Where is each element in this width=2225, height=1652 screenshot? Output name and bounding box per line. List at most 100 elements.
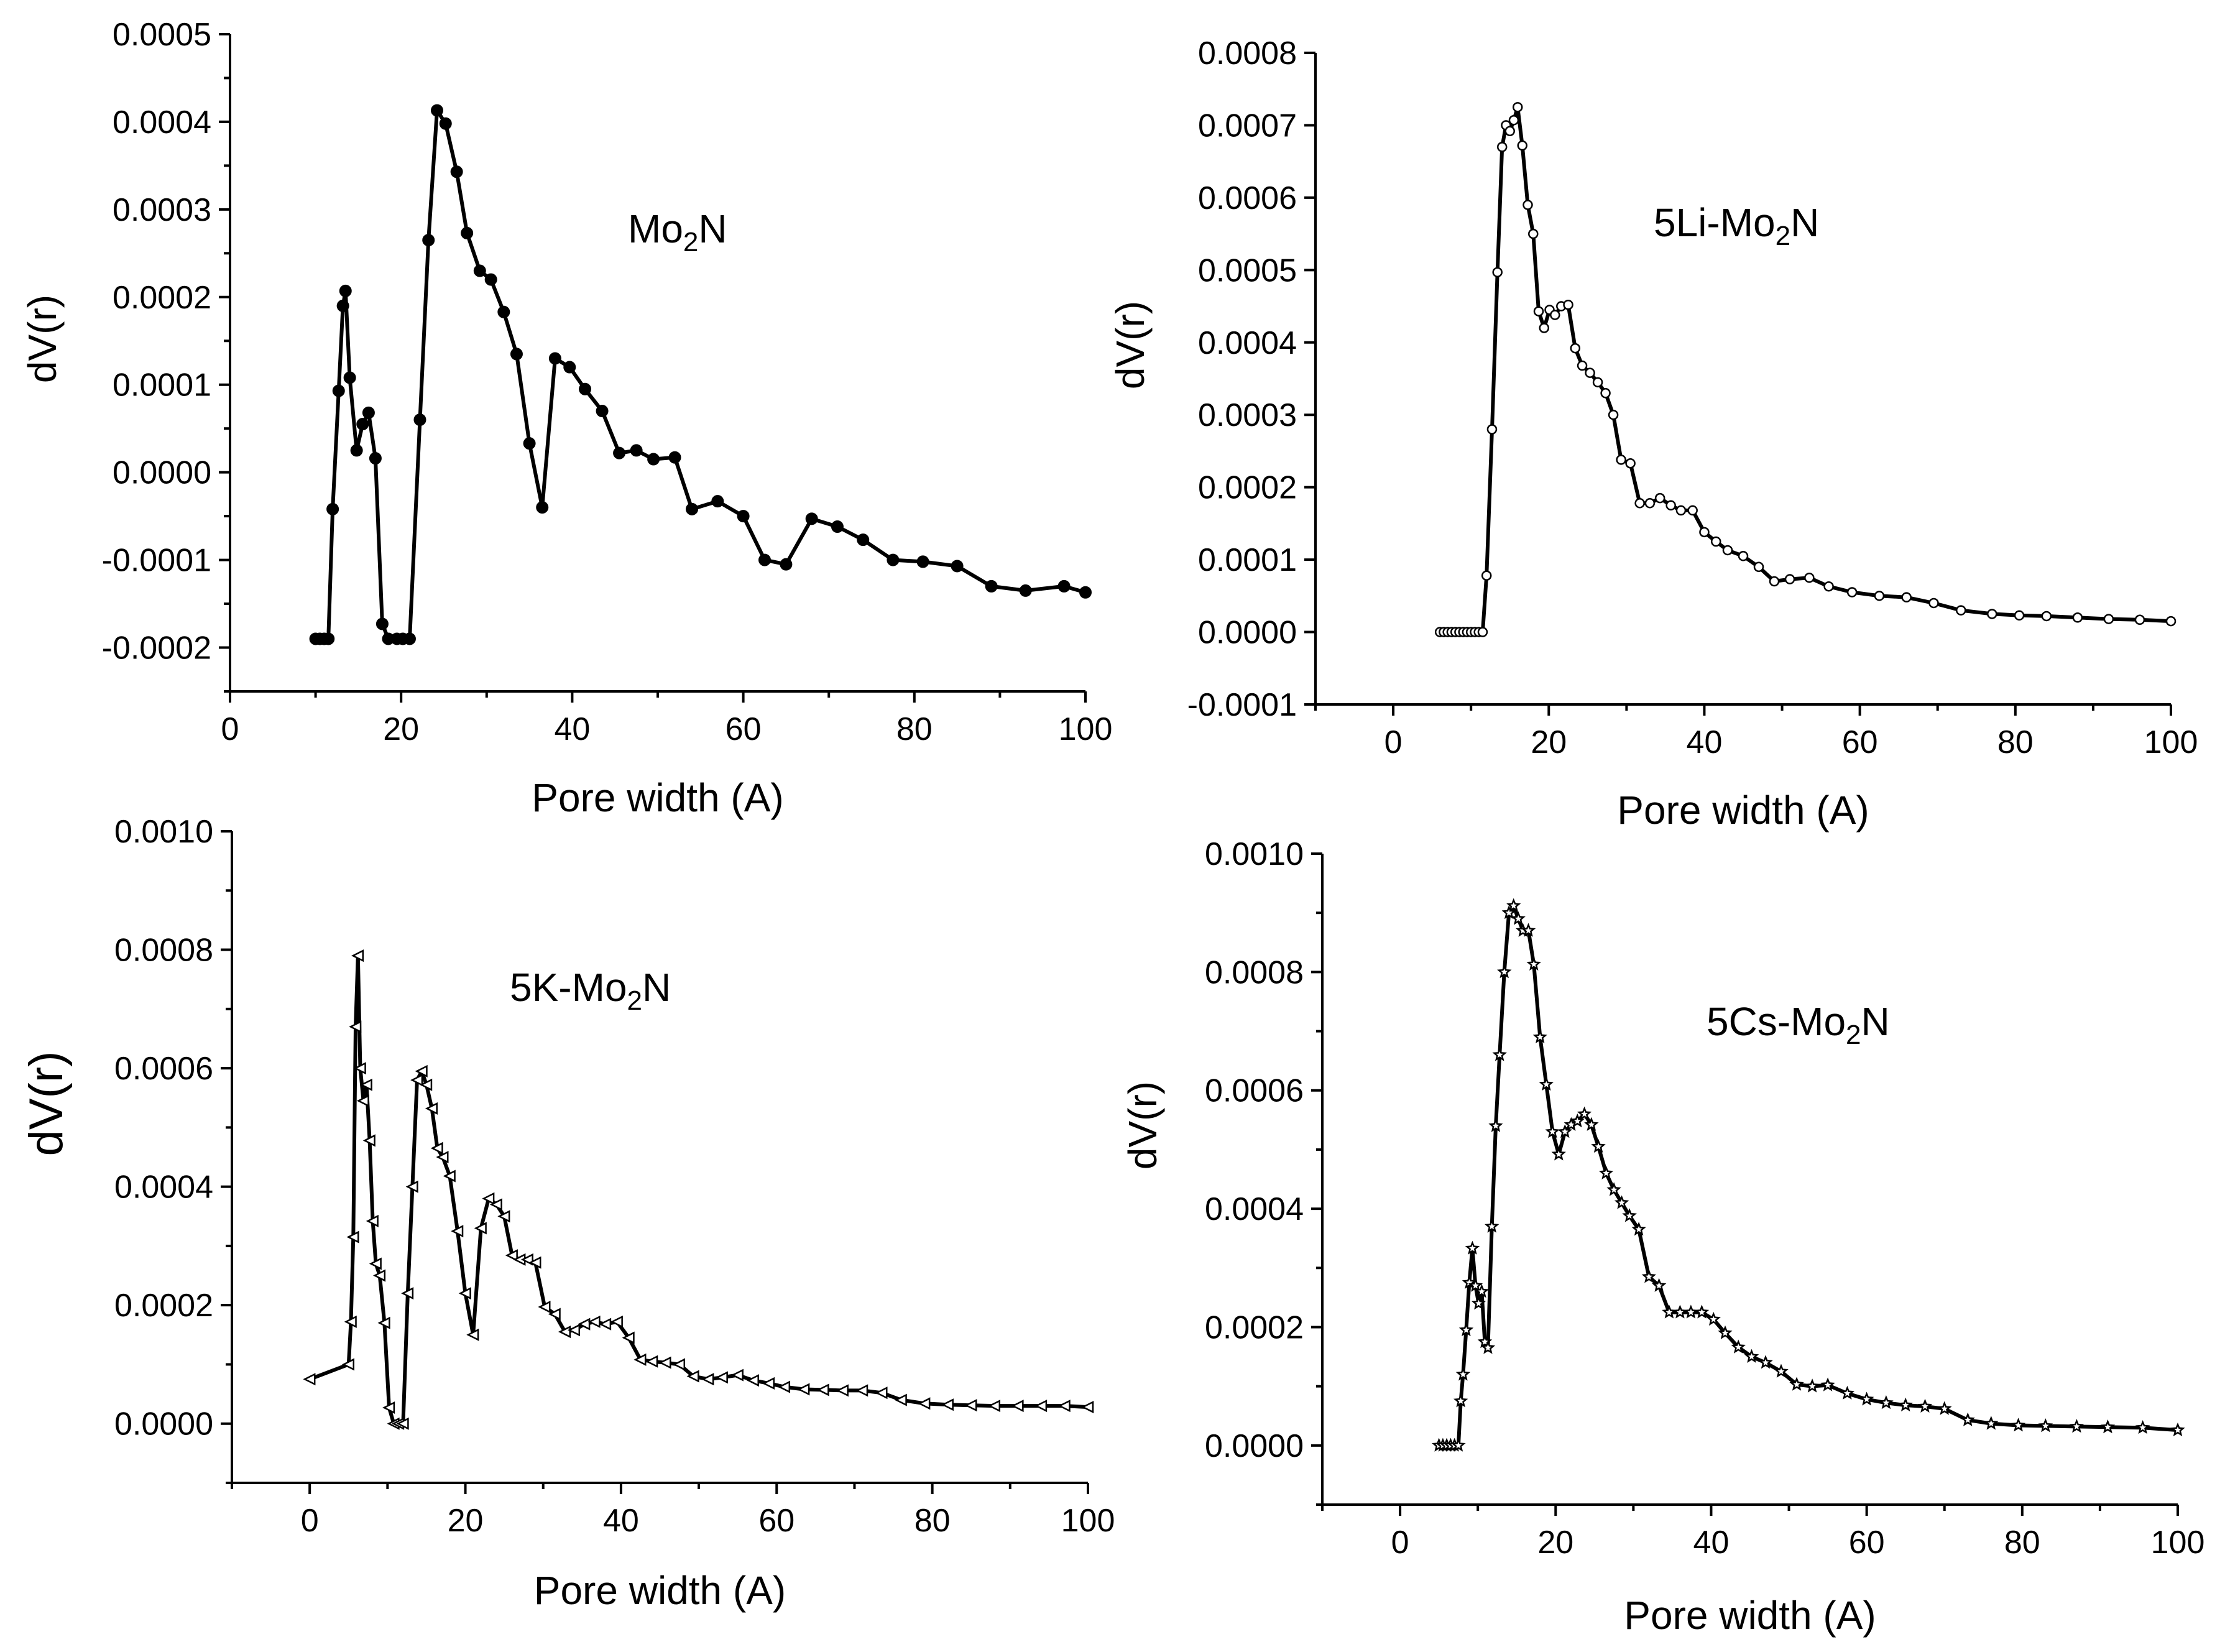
data-point bbox=[2014, 610, 2025, 621]
data-point bbox=[1840, 1385, 1855, 1400]
data-point bbox=[1846, 587, 1858, 598]
data-point bbox=[425, 1102, 438, 1115]
y-tick-label: 0.0002 bbox=[114, 1288, 213, 1324]
data-point bbox=[1057, 579, 1071, 593]
data-points bbox=[1431, 898, 2185, 1452]
x-tick-label: 100 bbox=[2144, 724, 2198, 760]
data-point bbox=[2103, 614, 2114, 624]
x-tick-label: 40 bbox=[603, 1503, 639, 1539]
panel-label-main: 5K-Mo bbox=[510, 965, 627, 1010]
panel-label-subscript: 2 bbox=[1776, 221, 1790, 251]
x-tick-label: 60 bbox=[758, 1503, 795, 1539]
data-point bbox=[366, 1214, 379, 1227]
data-point bbox=[396, 1417, 409, 1430]
data-point bbox=[1718, 1325, 1733, 1339]
y-tick-label: 0.0002 bbox=[1198, 470, 1297, 506]
x-tick-label: 80 bbox=[2004, 1525, 2040, 1561]
data-point bbox=[1983, 1416, 1999, 1430]
data-point bbox=[1480, 1340, 1496, 1354]
data-point bbox=[1758, 1355, 1773, 1369]
series-line bbox=[309, 954, 1089, 1426]
data-point bbox=[1898, 1397, 1913, 1412]
data-point bbox=[1497, 964, 1512, 979]
data-point bbox=[2134, 614, 2145, 625]
data-point bbox=[497, 305, 510, 318]
data-point bbox=[420, 1078, 433, 1091]
data-point bbox=[737, 510, 750, 523]
data-point bbox=[356, 418, 369, 431]
y-tick-label: 0.0010 bbox=[114, 814, 213, 850]
y-tick-label: 0.0002 bbox=[113, 280, 211, 316]
x-tick-label: 40 bbox=[1687, 724, 1723, 760]
data-point bbox=[894, 1393, 907, 1406]
y-tick-label: -0.0001 bbox=[102, 543, 211, 579]
data-point bbox=[1662, 1304, 1677, 1319]
data-point bbox=[1474, 1283, 1490, 1298]
x-tick-label: 100 bbox=[1059, 711, 1113, 747]
data-point bbox=[1451, 1437, 1466, 1452]
data-point bbox=[587, 1315, 601, 1328]
data-point bbox=[356, 1094, 369, 1107]
data-point bbox=[1956, 605, 1966, 616]
data-point bbox=[1665, 500, 1676, 511]
y-tick-label: 0.0005 bbox=[1198, 252, 1297, 288]
data-point bbox=[686, 502, 699, 515]
y-tick-label: 0.0004 bbox=[113, 104, 211, 141]
data-point bbox=[2165, 616, 2177, 627]
data-point bbox=[1622, 1208, 1637, 1222]
data-point bbox=[528, 1256, 541, 1269]
data-point bbox=[1789, 1377, 1804, 1391]
data-point bbox=[1651, 1278, 1667, 1292]
x-axis-title: Pore width (A) bbox=[1624, 1593, 1876, 1638]
data-point bbox=[855, 1384, 868, 1397]
x-tick-label: 40 bbox=[1693, 1525, 1730, 1561]
x-axis-title: Pore width (A) bbox=[1617, 788, 1869, 833]
x-tick-label: 80 bbox=[1997, 724, 2034, 760]
y-tick-label: 0.0000 bbox=[114, 1406, 213, 1442]
data-point bbox=[1606, 1182, 1621, 1196]
series-line bbox=[315, 108, 1086, 641]
data-point bbox=[711, 495, 724, 508]
panel-label-main: 5Li-Mo bbox=[1654, 200, 1776, 245]
data-point bbox=[1641, 1269, 1657, 1283]
data-point bbox=[1539, 323, 1550, 333]
data-point bbox=[1551, 1147, 1566, 1161]
data-point bbox=[1879, 1395, 1894, 1410]
data-point bbox=[326, 502, 339, 515]
data-point bbox=[1496, 142, 1508, 152]
data-point bbox=[777, 1380, 791, 1393]
data-point bbox=[1675, 505, 1687, 516]
data-point bbox=[1769, 576, 1780, 587]
data-point bbox=[473, 264, 486, 277]
panel-label: 5K-Mo2N bbox=[510, 965, 671, 1016]
data-point bbox=[1823, 581, 1834, 592]
data-point bbox=[951, 560, 964, 573]
x-tick-label: 0 bbox=[221, 711, 239, 747]
data-point bbox=[701, 1373, 714, 1386]
x-tick-label: 100 bbox=[2151, 1525, 2205, 1561]
data-point bbox=[1577, 360, 1588, 371]
data-point bbox=[1804, 572, 1815, 583]
data-point bbox=[2041, 611, 2052, 622]
data-point bbox=[805, 512, 818, 525]
data-point bbox=[1774, 1364, 1789, 1378]
data-point bbox=[1960, 1412, 1975, 1426]
x-tick-label: 80 bbox=[914, 1503, 951, 1539]
data-point bbox=[377, 1316, 390, 1329]
data-point bbox=[599, 1317, 612, 1331]
data-point bbox=[1468, 1278, 1483, 1292]
data-point bbox=[1492, 1047, 1507, 1061]
data-points bbox=[309, 104, 1092, 645]
data-point bbox=[1598, 1165, 1614, 1179]
y-tick-label: 0.0004 bbox=[114, 1170, 213, 1206]
data-point bbox=[336, 299, 349, 312]
data-point bbox=[1458, 1322, 1474, 1337]
data-point bbox=[1625, 458, 1636, 469]
y-axis-title: dV(r) bbox=[1120, 1081, 1165, 1170]
x-tick-label: 20 bbox=[383, 711, 419, 747]
data-point bbox=[887, 553, 900, 566]
y-tick-label: 0.0002 bbox=[1205, 1309, 1304, 1345]
data-point bbox=[1634, 498, 1645, 509]
data-point bbox=[630, 444, 643, 457]
